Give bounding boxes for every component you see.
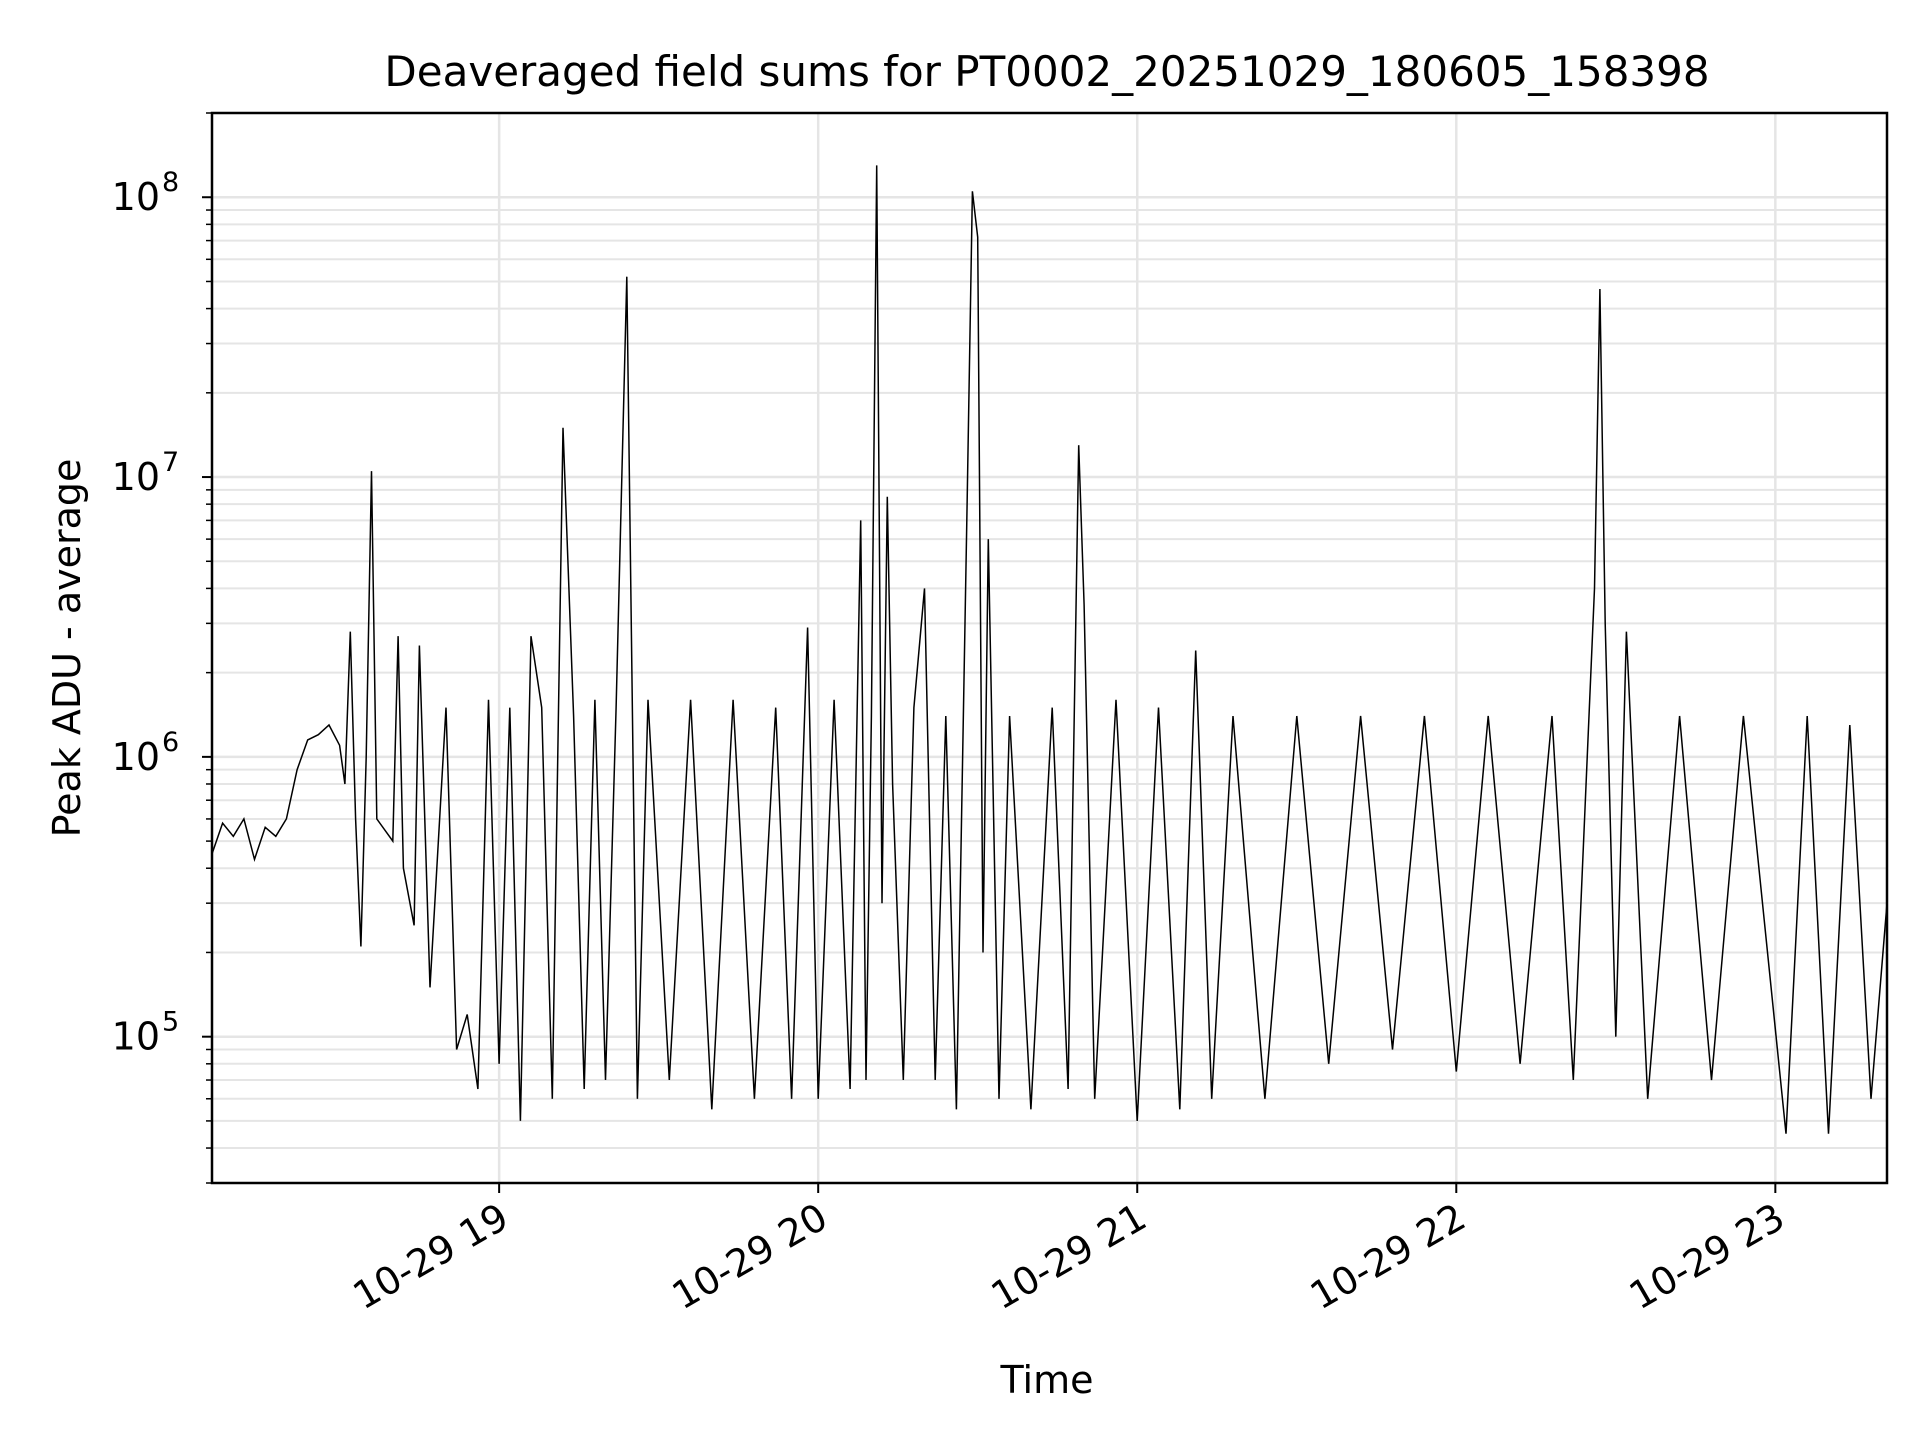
data-line-series bbox=[211, 165, 1888, 1134]
y-tick-label: 10 bbox=[112, 735, 160, 779]
y-tick-exponent: 7 bbox=[162, 447, 179, 478]
plot-frame bbox=[210, 111, 1889, 1185]
series-line bbox=[211, 165, 1888, 1134]
y-tick-label: 10 bbox=[112, 1015, 160, 1059]
y-tick-exponent: 8 bbox=[162, 167, 179, 198]
y-tick-exponent: 6 bbox=[162, 727, 179, 758]
minor-gridlines bbox=[212, 112, 1887, 1184]
y-axis-label: Peak ADU - average bbox=[45, 459, 89, 838]
y-tick-label: 10 bbox=[112, 455, 160, 499]
y-tick-label: 10 bbox=[112, 175, 160, 219]
chart-title: Deaveraged field sums for PT0002_2025102… bbox=[384, 47, 1709, 96]
y-tick-exponent: 5 bbox=[162, 1007, 179, 1038]
x-axis-label: Time bbox=[1000, 1358, 1094, 1402]
